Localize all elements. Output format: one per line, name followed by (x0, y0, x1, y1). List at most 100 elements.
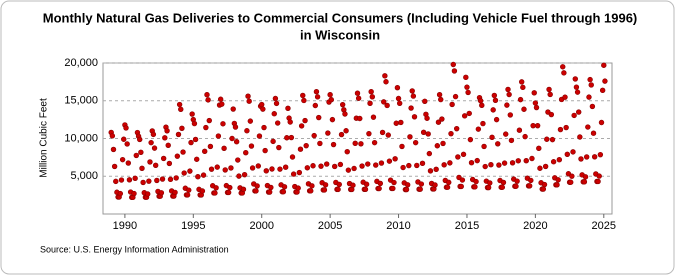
point (342, 111, 348, 117)
point (572, 76, 578, 82)
point (518, 79, 525, 85)
point (425, 131, 431, 137)
point (285, 105, 291, 112)
point (577, 134, 583, 140)
point (436, 92, 443, 98)
point (318, 163, 324, 169)
point (408, 105, 414, 111)
point (118, 177, 125, 183)
point (336, 181, 342, 188)
point (303, 142, 309, 149)
point (351, 165, 357, 172)
point (377, 180, 384, 187)
point (465, 89, 471, 96)
point (393, 120, 399, 126)
point (444, 184, 451, 190)
y-tick-label: 20,000 (64, 57, 98, 69)
point (395, 95, 402, 102)
point (176, 101, 183, 108)
point (352, 140, 358, 147)
point (328, 96, 334, 103)
point (151, 145, 158, 151)
point (325, 130, 331, 136)
y-tick-label: 10,000 (64, 132, 98, 144)
point (515, 158, 521, 164)
point (343, 128, 349, 134)
point (376, 185, 382, 192)
point (490, 107, 496, 113)
point (447, 160, 453, 166)
x-tick-label: 2015 (455, 220, 479, 232)
point (396, 100, 403, 106)
point (145, 191, 151, 197)
point (133, 152, 139, 159)
point (206, 117, 212, 124)
point (598, 119, 605, 126)
point (174, 153, 181, 159)
point (400, 164, 406, 171)
point (595, 178, 601, 185)
point (530, 122, 536, 129)
point (212, 190, 218, 196)
point (568, 179, 574, 185)
point (260, 106, 266, 112)
point (273, 100, 280, 107)
x-tick-label: 2010 (386, 220, 410, 232)
point (560, 64, 566, 70)
point (344, 149, 350, 155)
point (204, 92, 210, 98)
point (391, 179, 397, 186)
point (546, 86, 552, 93)
point (121, 136, 127, 142)
point (591, 154, 598, 160)
point (117, 190, 124, 197)
point (574, 89, 581, 95)
point (384, 102, 390, 109)
point (371, 139, 378, 146)
point (392, 156, 398, 162)
point (503, 131, 509, 137)
point (235, 157, 241, 163)
point (373, 162, 379, 168)
point (544, 136, 550, 142)
point (158, 190, 165, 196)
point (427, 168, 434, 174)
point (184, 192, 191, 198)
point (302, 117, 308, 124)
point (280, 189, 287, 195)
x-tick-label: 1995 (181, 220, 205, 232)
point (358, 141, 364, 147)
point (422, 98, 428, 104)
point (522, 133, 528, 140)
point (148, 139, 154, 146)
point (338, 131, 345, 138)
point (154, 177, 160, 184)
point (162, 135, 168, 141)
point (113, 178, 119, 185)
point (255, 163, 261, 169)
source: Source: U.S. Energy Information Administ… (40, 244, 229, 254)
point (195, 174, 201, 180)
point (316, 114, 322, 121)
point (124, 141, 130, 147)
x-tick-label: 2000 (249, 220, 273, 232)
point (383, 79, 389, 85)
point (504, 102, 510, 108)
point (330, 141, 337, 148)
point (411, 114, 418, 120)
point (461, 113, 468, 119)
point (491, 92, 498, 99)
chart-title: in Wisconsin (300, 27, 380, 42)
point (222, 167, 228, 173)
x-tick-label: 2020 (523, 220, 547, 232)
point (435, 119, 442, 125)
point (509, 160, 516, 166)
point (381, 99, 387, 105)
point (310, 163, 316, 169)
point (528, 177, 534, 184)
point (288, 134, 295, 141)
point (232, 124, 239, 130)
point (217, 96, 224, 102)
point (160, 155, 167, 162)
point (563, 124, 569, 131)
